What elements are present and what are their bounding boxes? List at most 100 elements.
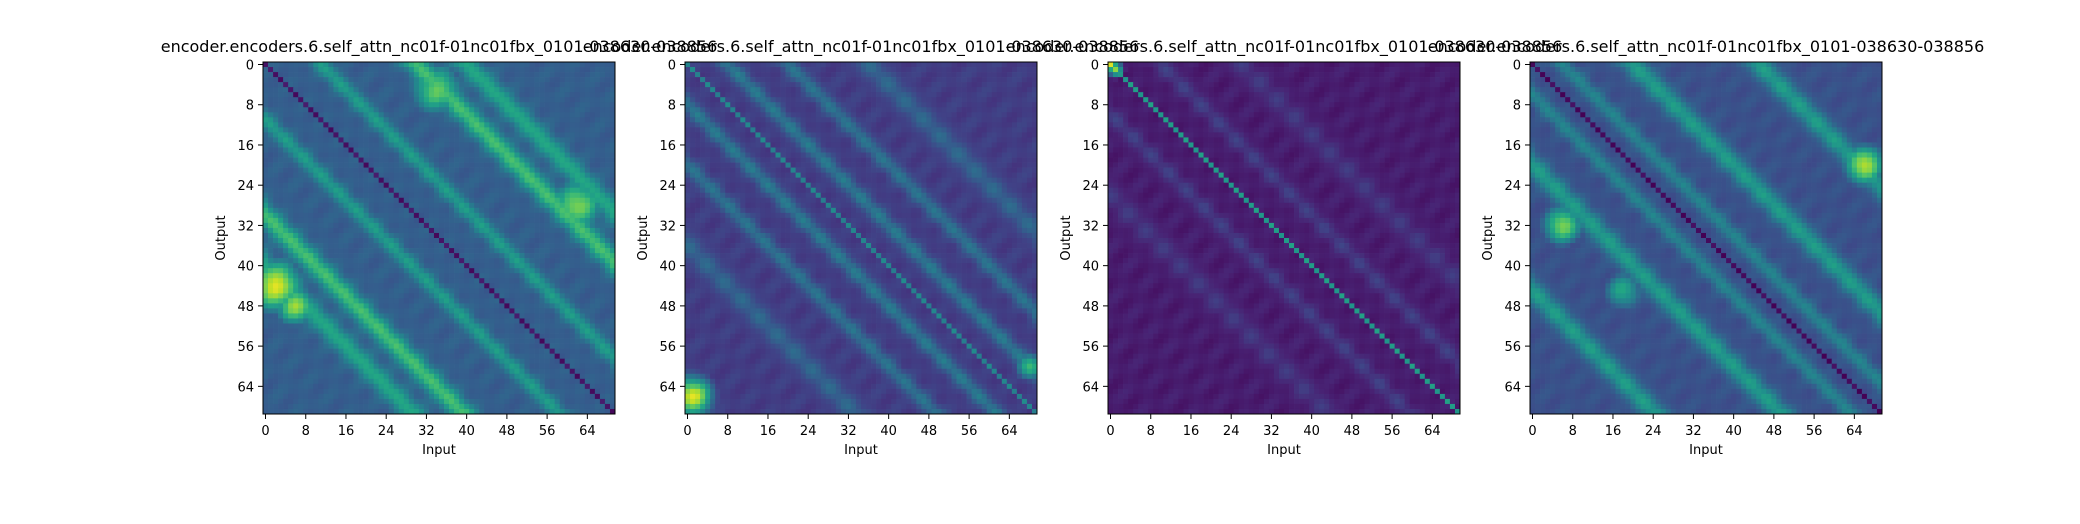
heatmap-cell xyxy=(444,208,449,213)
heatmap-cell xyxy=(535,82,540,87)
heatmap-cell xyxy=(454,102,459,107)
heatmap-cell xyxy=(550,168,555,173)
heatmap-cell xyxy=(535,183,540,188)
heatmap-cell xyxy=(278,213,283,218)
heatmap-cell xyxy=(565,313,570,318)
heatmap-cell xyxy=(328,233,333,238)
heatmap-cell xyxy=(595,153,600,158)
heatmap-cell xyxy=(409,178,414,183)
heatmap-cell xyxy=(514,213,519,218)
heatmap-cell xyxy=(479,198,484,203)
heatmap-cell xyxy=(439,147,444,152)
heatmap-cell xyxy=(550,278,555,283)
heatmap-cell xyxy=(494,258,499,263)
heatmap-cell xyxy=(263,379,268,384)
heatmap-cell xyxy=(333,253,338,258)
heatmap-cell xyxy=(474,117,479,122)
heatmap-cell xyxy=(323,62,328,67)
heatmap-cell xyxy=(595,67,600,72)
heatmap-cell xyxy=(550,243,555,248)
heatmap-cell xyxy=(288,117,293,122)
heatmap-cell xyxy=(444,404,449,409)
heatmap-cell xyxy=(464,112,469,117)
heatmap-cell xyxy=(580,384,585,389)
heatmap-cell xyxy=(298,339,303,344)
heatmap-cell xyxy=(288,127,293,132)
heatmap-cell xyxy=(469,178,474,183)
heatmap-cell xyxy=(535,173,540,178)
heatmap-cell xyxy=(600,228,605,233)
heatmap-cell xyxy=(379,208,384,213)
heatmap-cell xyxy=(725,62,730,67)
heatmap-cell xyxy=(268,178,273,183)
heatmap-cell xyxy=(384,278,389,283)
heatmap-cell xyxy=(555,354,560,359)
heatmap-cell xyxy=(343,228,348,233)
heatmap-cell xyxy=(479,82,484,87)
heatmap-cell xyxy=(570,67,575,72)
heatmap-cell xyxy=(419,268,424,273)
heatmap-cell xyxy=(454,268,459,273)
heatmap-cell xyxy=(519,293,524,298)
heatmap-cell xyxy=(570,117,575,122)
heatmap-cell xyxy=(389,102,394,107)
heatmap-cell xyxy=(499,77,504,82)
heatmap-cell xyxy=(429,117,434,122)
heatmap-cell xyxy=(409,323,414,328)
heatmap-cell xyxy=(519,117,524,122)
heatmap-cell xyxy=(273,173,278,178)
heatmap-cell xyxy=(595,273,600,278)
heatmap-cell xyxy=(434,399,439,404)
heatmap-cell xyxy=(550,198,555,203)
heatmap-cell xyxy=(489,122,494,127)
heatmap-cell xyxy=(504,298,509,303)
heatmap-cell xyxy=(499,127,504,132)
heatmap-cell xyxy=(590,223,595,228)
heatmap-cell xyxy=(263,329,268,334)
heatmap-cell xyxy=(273,178,278,183)
heatmap-cell xyxy=(570,173,575,178)
heatmap-cell xyxy=(394,218,399,223)
heatmap-cell xyxy=(444,62,449,67)
heatmap-cell xyxy=(268,163,273,168)
heatmap-cell xyxy=(444,334,449,339)
heatmap-cell xyxy=(565,82,570,87)
heatmap-cell xyxy=(298,132,303,137)
heatmap-cell xyxy=(318,248,323,253)
heatmap-cell xyxy=(464,339,469,344)
heatmap-cell xyxy=(414,122,419,127)
heatmap-cell xyxy=(338,233,343,238)
heatmap-cell xyxy=(479,233,484,238)
heatmap-cell xyxy=(419,178,424,183)
heatmap-cell xyxy=(273,283,278,288)
heatmap-cell xyxy=(514,228,519,233)
heatmap-cell xyxy=(429,344,434,349)
heatmap-cell xyxy=(464,218,469,223)
heatmap-cell xyxy=(535,298,540,303)
heatmap-cell xyxy=(590,298,595,303)
heatmap-cell xyxy=(730,62,735,67)
heatmap-cell xyxy=(575,298,580,303)
heatmap-cell xyxy=(288,399,293,404)
heatmap-cell xyxy=(580,97,585,102)
heatmap-cell xyxy=(318,349,323,354)
heatmap-cell xyxy=(288,142,293,147)
heatmap-cell xyxy=(514,112,519,117)
heatmap-cell xyxy=(374,268,379,273)
heatmap-cell xyxy=(293,77,298,82)
heatmap-cell xyxy=(499,344,504,349)
heatmap-cell xyxy=(605,243,610,248)
heatmap-cell xyxy=(343,318,348,323)
heatmap-cell xyxy=(278,62,283,67)
heatmap-cell xyxy=(354,72,359,77)
heatmap-cell xyxy=(389,137,394,142)
heatmap-cell xyxy=(570,127,575,132)
heatmap-cell xyxy=(575,223,580,228)
heatmap-cell xyxy=(434,67,439,72)
heatmap-cell xyxy=(540,258,545,263)
heatmap-cell xyxy=(298,359,303,364)
heatmap-cell xyxy=(540,147,545,152)
heatmap-cell xyxy=(298,278,303,283)
heatmap-cell xyxy=(469,122,474,127)
heatmap-cell xyxy=(379,183,384,188)
